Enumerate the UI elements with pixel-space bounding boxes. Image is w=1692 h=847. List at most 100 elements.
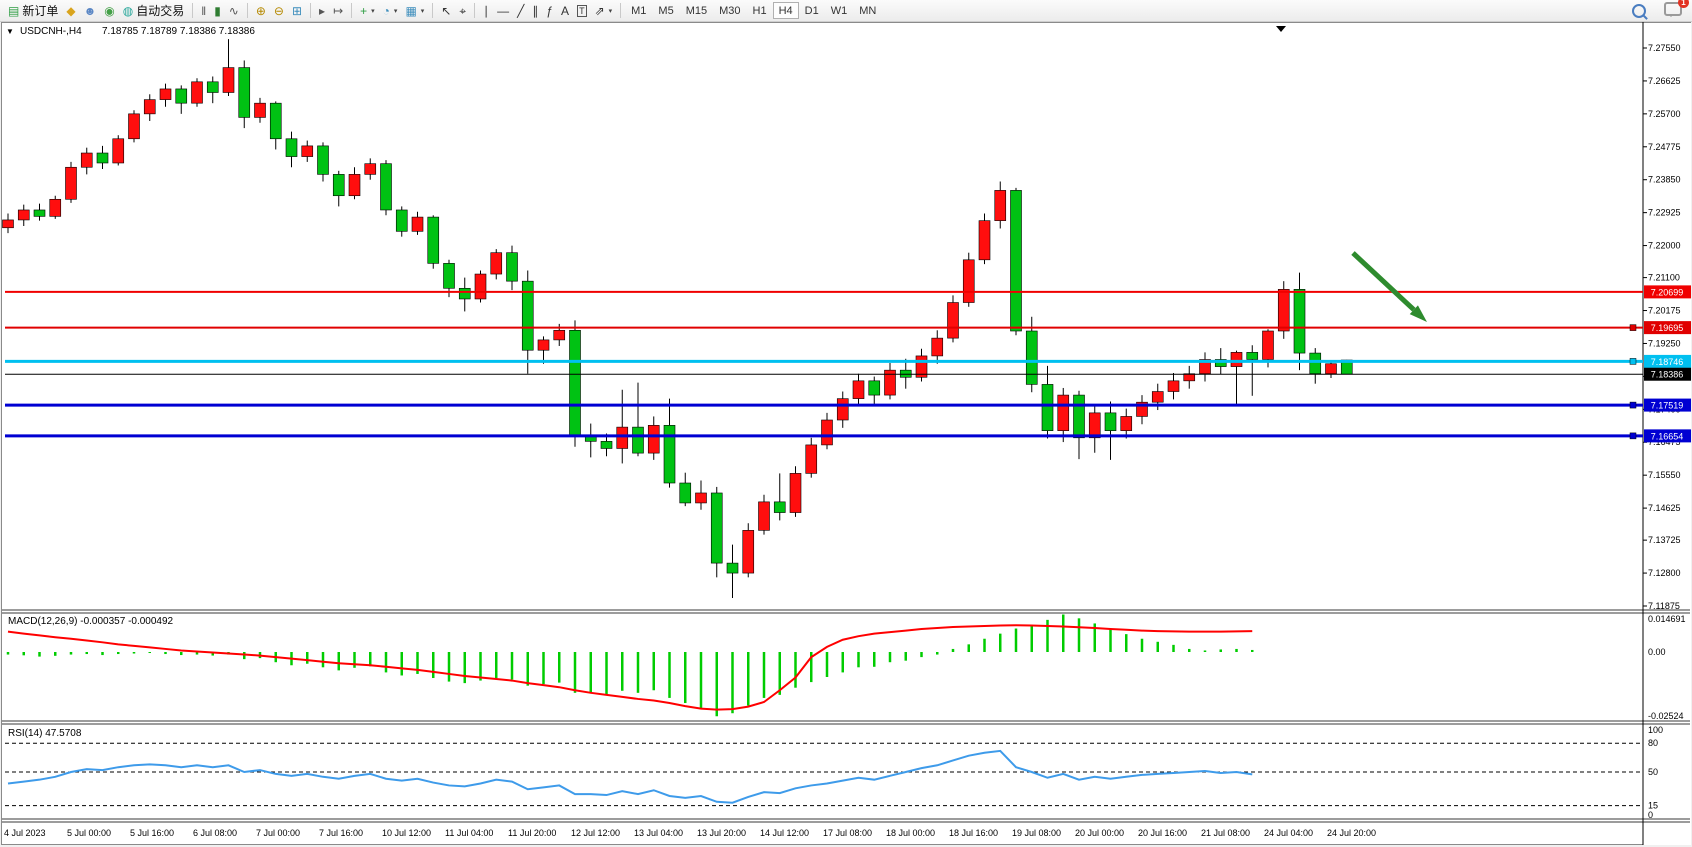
- templates-button[interactable]: ▦ ▾: [401, 1, 428, 20]
- sell-arrow-annotation-head[interactable]: [1409, 305, 1427, 322]
- time-axis-label: 11 Jul 20:00: [508, 828, 556, 838]
- chart-panels: [1, 22, 1691, 845]
- time-axis-area[interactable]: [2, 823, 1643, 844]
- candlestick-chart-button[interactable]: ▮: [210, 1, 225, 20]
- auto-scroll-button[interactable]: ▸: [315, 1, 329, 20]
- timeframe-m30-button[interactable]: M30: [713, 2, 746, 19]
- label-button[interactable]: T: [573, 1, 591, 20]
- candlestick-series: [2, 39, 1353, 598]
- chart-shift-button[interactable]: ↦: [329, 1, 347, 20]
- collapse-chart-icon[interactable]: ▼: [6, 27, 14, 36]
- candle-body: [238, 67, 251, 118]
- candle-body: [2, 219, 14, 229]
- timeframe-h4-button[interactable]: H4: [772, 2, 799, 19]
- price-tick-label: 7.11875: [1648, 601, 1680, 611]
- indicators-button[interactable]: + ▾: [356, 1, 379, 20]
- autotrading-button[interactable]: ◍ 自动交易: [119, 1, 189, 20]
- tile-windows-button[interactable]: ⊞: [288, 1, 306, 20]
- horizontal-line-button[interactable]: —: [493, 1, 513, 20]
- market-watch-button[interactable]: ☻: [80, 1, 101, 20]
- horizontal-line-icon: —: [497, 3, 510, 18]
- candle-body: [553, 329, 566, 341]
- macd-axis-label: 0.00: [1648, 647, 1666, 657]
- support-line-2-handle[interactable]: [1629, 432, 1637, 440]
- time-axis-label: 7 Jul 16:00: [319, 828, 363, 838]
- timeframe-m1-button[interactable]: M1: [625, 2, 652, 19]
- horizontal-line-objects[interactable]: 7.20699 7.19695 7.18746 7.18386 7.17519 7.166…: [5, 285, 1691, 443]
- candle-body: [1136, 401, 1148, 417]
- time-axis-label: 11 Jul 04:00: [445, 828, 493, 838]
- resistance-line-2-price-label: 7.19695: [1651, 323, 1684, 333]
- candle-body: [821, 419, 833, 446]
- fibonacci-button[interactable]: ƒ: [542, 1, 557, 20]
- arrows-button[interactable]: ⇗ ▾: [591, 1, 617, 20]
- rsi-axis-label: 100: [1648, 725, 1663, 735]
- auto-scroll-icon: ▸: [319, 3, 326, 18]
- toolbar-left-group: ▤ 新订单 ◆ ☻ ◉ ◍ 自动交易 ‖ ▮ ∿ ⊕ ⊖ ⊞ ▸ ↦ + ▾ ◔ ▾ ▦ ▾ ↖ ⌖ ∣ — ╱ ∥ ƒ A T ⇗ ▾ M1 M…: [0, 0, 882, 21]
- cyan-level-line-handle[interactable]: [1629, 358, 1637, 365]
- candle-body: [443, 263, 455, 289]
- timeframe-mn-button[interactable]: MN: [853, 2, 882, 19]
- channel-button[interactable]: ∥: [528, 1, 542, 20]
- new-order-button-label: 新订单: [22, 4, 59, 18]
- candle-body: [458, 287, 471, 300]
- candle-body: [679, 482, 692, 504]
- candle-body: [994, 190, 1007, 221]
- candle-body: [506, 252, 518, 282]
- notifications-button[interactable]: 1: [1660, 0, 1689, 20]
- timeframe-w1-button[interactable]: W1: [825, 2, 854, 19]
- timeframe-h1-button[interactable]: H1: [747, 2, 773, 19]
- candle-body: [836, 398, 849, 421]
- candle-body: [915, 355, 928, 378]
- macd-axis-label: 0.014691: [1648, 614, 1686, 624]
- price-tick-label: 7.22925: [1648, 208, 1681, 218]
- candle-body: [868, 380, 881, 396]
- chevron-down-icon: ▾: [420, 7, 425, 15]
- chart-shift-marker-icon[interactable]: [1276, 26, 1286, 32]
- resistance-line-2-handle[interactable]: [1629, 324, 1637, 331]
- line-chart-button[interactable]: ∿: [225, 1, 243, 20]
- toolbar-right-group: 1: [1628, 0, 1692, 21]
- candle-body: [490, 252, 503, 275]
- timeframe-m5-button[interactable]: M5: [652, 2, 679, 19]
- styler-button[interactable]: ◆: [62, 1, 79, 20]
- candle-body: [364, 163, 377, 175]
- fibonacci-icon: ƒ: [546, 3, 554, 18]
- support-line-1-handle[interactable]: [1629, 401, 1637, 409]
- candle-body: [789, 473, 802, 513]
- autotrading-icon: ◍: [122, 3, 134, 18]
- crosshair-button[interactable]: ⌖: [455, 1, 470, 20]
- new-order-button[interactable]: ▤ 新订单: [4, 1, 62, 20]
- sell-arrow-annotation[interactable]: [1351, 251, 1416, 312]
- zoom-in-button[interactable]: ⊕: [252, 1, 270, 20]
- search-button[interactable]: [1628, 1, 1650, 20]
- crosshair-icon: ⌖: [459, 3, 467, 18]
- support-line-1-price-label: 7.17519: [1651, 401, 1684, 411]
- text-button[interactable]: A: [557, 1, 573, 20]
- candle-body: [947, 302, 959, 339]
- periods-button[interactable]: ◔ ▾: [379, 1, 402, 20]
- vertical-line-button[interactable]: ∣: [479, 1, 493, 20]
- price-tick-label: 7.26625: [1648, 76, 1681, 86]
- signals-button[interactable]: ◉: [100, 1, 118, 20]
- candle-body: [191, 81, 203, 104]
- candle-body: [159, 88, 172, 100]
- timeframe-d1-button[interactable]: D1: [799, 2, 825, 19]
- candle-body: [1088, 412, 1101, 439]
- bar-chart-button[interactable]: ‖: [197, 1, 210, 20]
- cursor-button[interactable]: ↖: [437, 1, 455, 20]
- trendline-button[interactable]: ╱: [513, 1, 528, 20]
- candle-body: [65, 166, 77, 200]
- zoom-out-button[interactable]: ⊖: [270, 1, 288, 20]
- time-axis-label: 13 Jul 20:00: [697, 828, 746, 838]
- candle-body: [1246, 352, 1259, 360]
- rsi-axis-label: 15: [1648, 801, 1658, 811]
- chat-bubble-icon: [1664, 2, 1682, 17]
- arrows-icon: ⇗: [594, 3, 605, 18]
- chart-annotations[interactable]: [1276, 26, 1427, 322]
- candle-body: [773, 501, 786, 513]
- candle-body: [1120, 416, 1133, 431]
- timeframe-m15-button[interactable]: M15: [680, 2, 713, 19]
- time-axis-label: 5 Jul 16:00: [130, 828, 174, 838]
- rsi-axis-label: 80: [1648, 738, 1658, 748]
